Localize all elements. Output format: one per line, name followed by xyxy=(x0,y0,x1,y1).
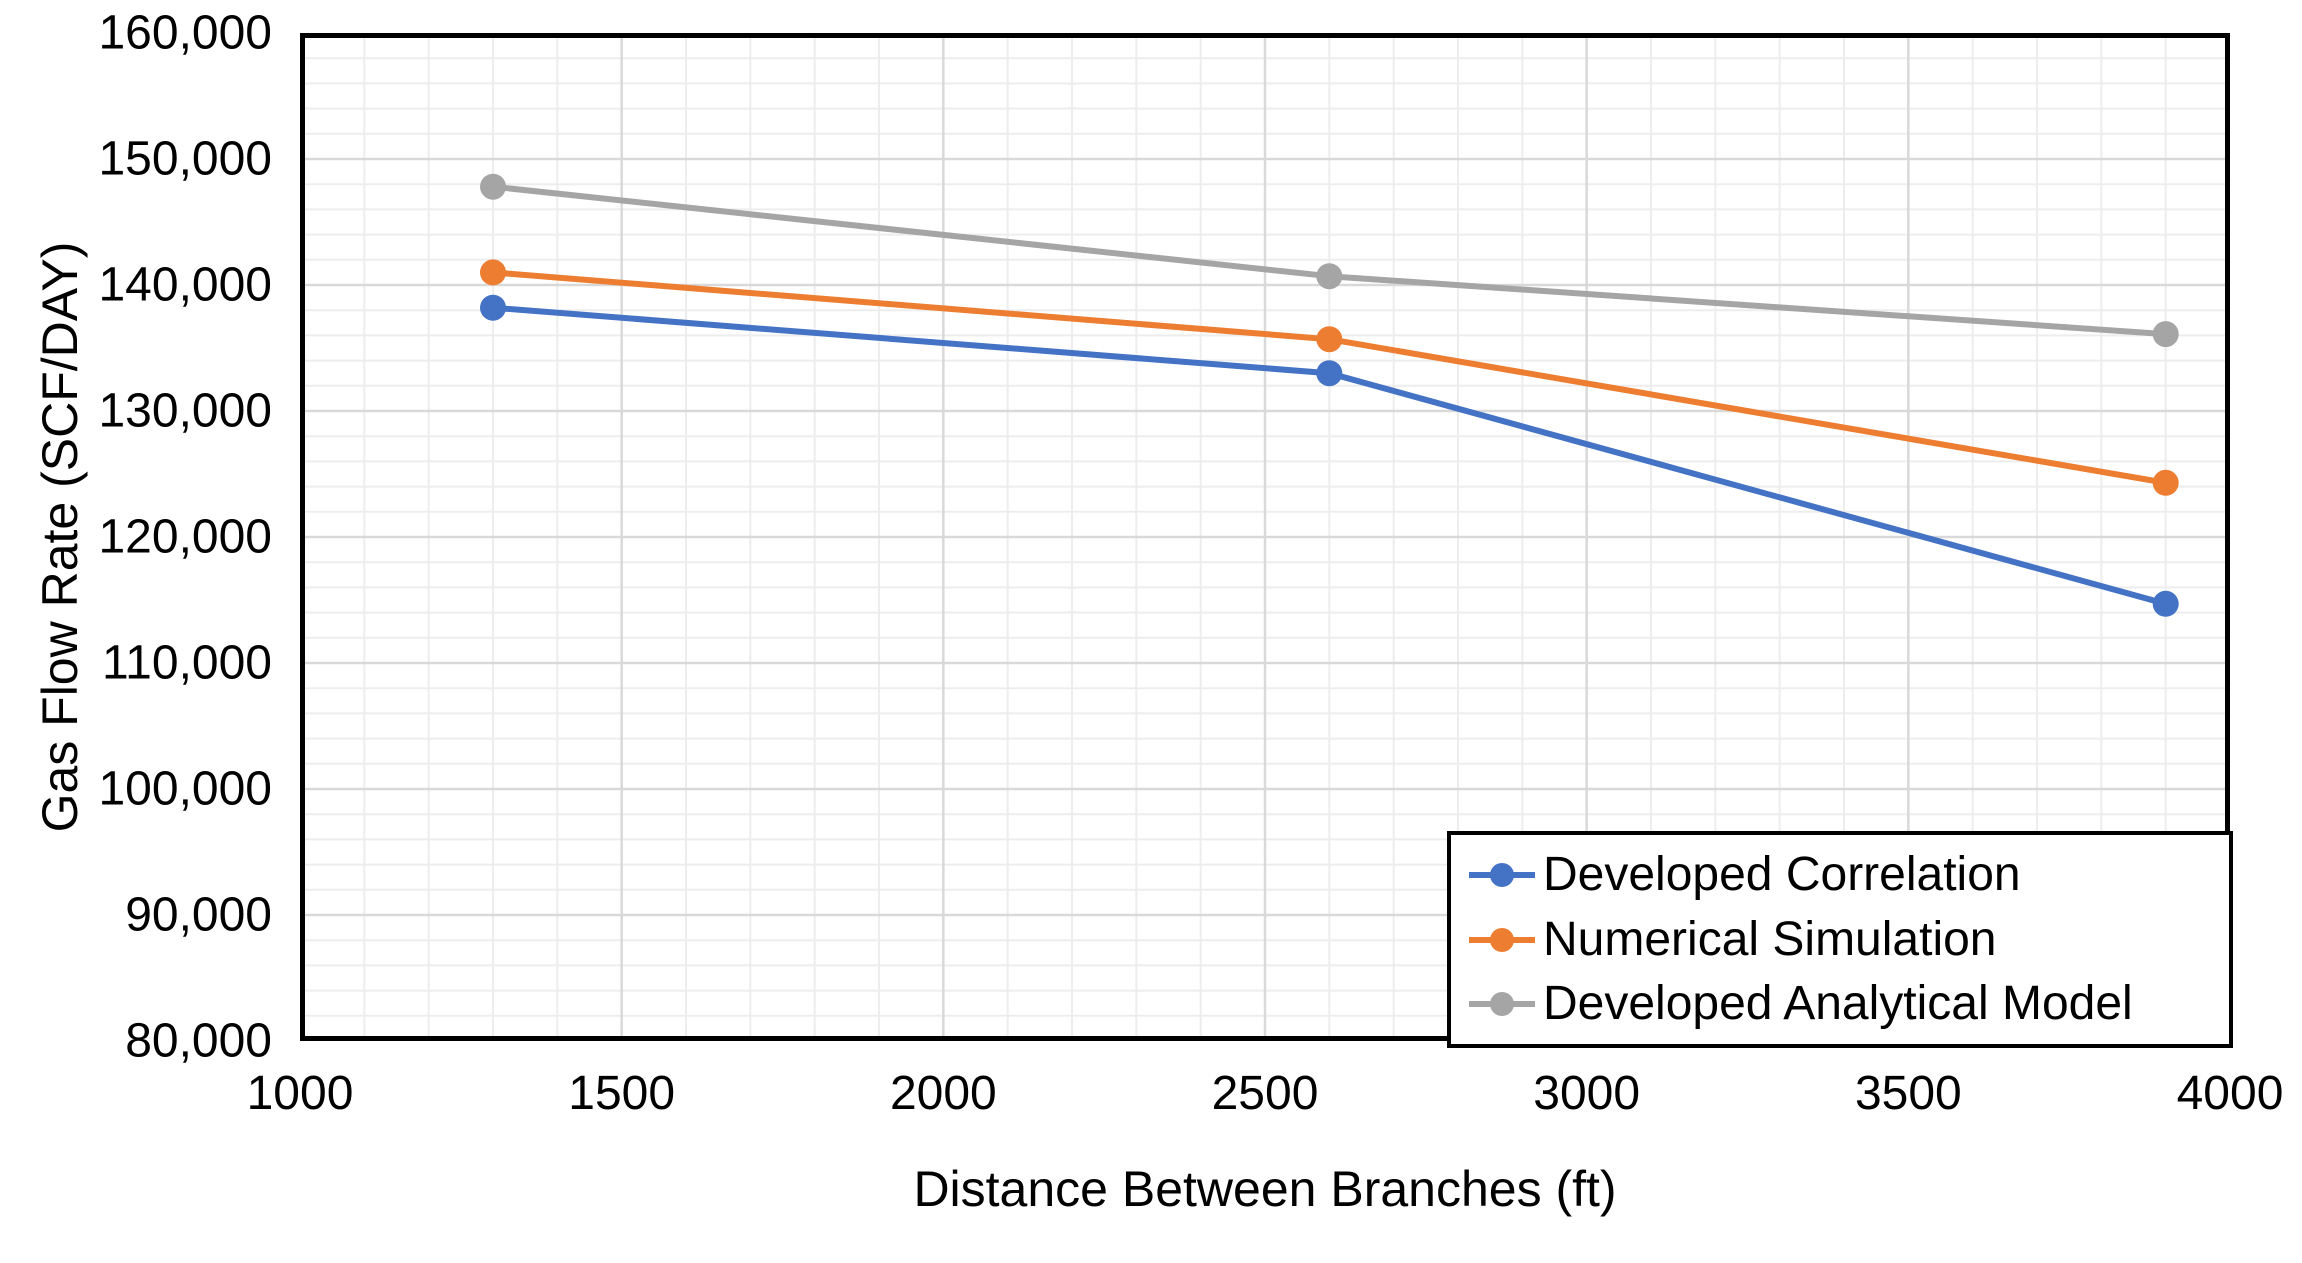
legend-marker-icon xyxy=(1469,863,1535,888)
x-axis-title: Distance Between Branches (ft) xyxy=(913,1161,1617,1217)
x-tick-label: 3000 xyxy=(1533,1067,1641,1120)
legend-item: Developed Correlation xyxy=(1467,851,2229,899)
y-tick-label: 120,000 xyxy=(98,510,272,564)
y-tick-label: 90,000 xyxy=(125,888,272,942)
y-tick-label: 150,000 xyxy=(98,132,272,186)
x-tick-label: 2500 xyxy=(1211,1067,1319,1120)
legend-marker-icon xyxy=(1469,927,1535,952)
legend-item: Developed Analytical Model xyxy=(1467,976,2229,1030)
data-point-marker xyxy=(2152,321,2179,348)
y-tick-label: 160,000 xyxy=(98,6,272,60)
legend-marker-icon xyxy=(1469,991,1535,1016)
data-point-marker xyxy=(2152,590,2179,617)
legend-label: Developed Correlation xyxy=(1543,848,2021,902)
data-point-marker xyxy=(1316,360,1343,387)
y-tick-label: 130,000 xyxy=(98,384,272,438)
legend: Developed Correlation Numerical Simulatio… xyxy=(1447,831,2233,1048)
legend-label: Numerical Simulation xyxy=(1543,912,1997,966)
data-point-marker xyxy=(1316,263,1343,290)
data-point-marker xyxy=(480,259,506,286)
y-tick-label: 100,000 xyxy=(98,762,272,816)
legend-item: Numerical Simulation xyxy=(1467,912,2229,966)
x-tick-label: 1500 xyxy=(568,1067,676,1120)
y-tick-label: 80,000 xyxy=(125,1014,272,1068)
x-tick-label: 1000 xyxy=(246,1067,354,1120)
data-point-marker xyxy=(480,173,506,200)
x-tick-label: 3500 xyxy=(1854,1067,1962,1120)
data-point-marker xyxy=(2152,469,2179,496)
data-point-marker xyxy=(1316,326,1343,353)
x-tick-label: 4000 xyxy=(2176,1067,2284,1120)
legend-label: Developed Analytical Model xyxy=(1543,976,2133,1030)
plot-frame xyxy=(300,33,2230,1041)
y-tick-label: 140,000 xyxy=(98,258,272,312)
data-point-marker xyxy=(480,294,506,321)
y-tick-label: 110,000 xyxy=(102,636,272,690)
x-tick-label: 2000 xyxy=(889,1067,997,1120)
